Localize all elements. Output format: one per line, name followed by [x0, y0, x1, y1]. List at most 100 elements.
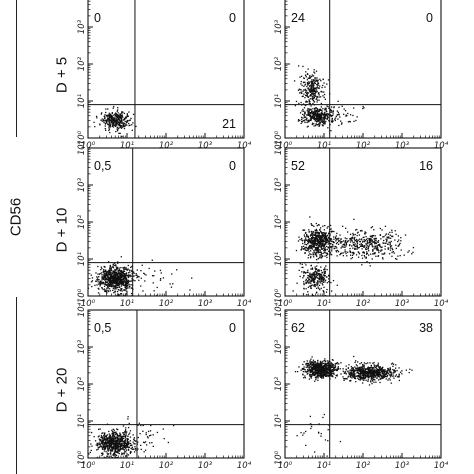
- event-dot: [297, 89, 300, 92]
- event-dot: [116, 436, 119, 439]
- event-dot: [390, 245, 393, 247]
- event-dot: [152, 282, 154, 284]
- event-dot: [326, 372, 328, 375]
- event-dot: [323, 245, 325, 247]
- event-dot: [106, 290, 108, 293]
- event-dot: [352, 252, 354, 254]
- event-dot: [112, 265, 114, 268]
- event-dot: [384, 245, 386, 247]
- event-dot: [318, 287, 320, 290]
- event-dot: [308, 82, 310, 85]
- event-dot: [350, 365, 353, 368]
- event-dot: [314, 242, 316, 245]
- event-dot: [116, 443, 118, 446]
- event-dot: [307, 269, 309, 271]
- event-dot: [132, 434, 134, 436]
- event-dot: [330, 108, 332, 111]
- event-dot: [343, 378, 346, 380]
- event-dot: [320, 231, 322, 233]
- event-dot: [127, 443, 130, 445]
- event-dot: [303, 114, 305, 117]
- event-dot: [306, 277, 309, 279]
- x-tick-label: 10²: [159, 141, 174, 151]
- event-dot: [111, 266, 113, 268]
- event-dot: [380, 249, 382, 251]
- event-dot: [341, 122, 343, 124]
- event-dot: [113, 282, 115, 284]
- event-dot: [354, 243, 356, 245]
- event-dot: [118, 124, 120, 127]
- event-dot: [314, 233, 317, 236]
- event-dot: [321, 282, 323, 285]
- event-dot: [320, 276, 322, 279]
- event-dot: [99, 272, 101, 275]
- event-dot: [297, 240, 300, 242]
- event-dot: [365, 257, 367, 259]
- event-dot: [116, 450, 118, 452]
- event-dot: [91, 285, 93, 288]
- event-dot: [96, 277, 99, 279]
- event-dot: [101, 279, 103, 281]
- event-dot: [305, 246, 308, 248]
- event-dot: [367, 366, 369, 368]
- event-dot: [324, 364, 326, 366]
- event-dot: [357, 367, 360, 369]
- event-dot: [128, 446, 131, 448]
- event-dot: [323, 370, 325, 372]
- event-dot: [123, 435, 125, 438]
- event-dot: [115, 282, 117, 285]
- event-dot: [327, 241, 329, 243]
- event-dot: [114, 277, 116, 280]
- event-dot: [356, 234, 358, 237]
- event-dot: [303, 287, 305, 289]
- event-dot: [323, 241, 325, 243]
- event-dot: [112, 120, 114, 122]
- event-dot: [312, 240, 314, 243]
- event-dot: [383, 253, 386, 255]
- event-dot: [311, 86, 313, 89]
- quadrant-percent-upper-right: 0: [426, 11, 433, 25]
- event-dot: [115, 280, 118, 282]
- event-dot: [121, 448, 123, 450]
- event-dot: [106, 452, 108, 454]
- event-dot: [316, 97, 318, 99]
- event-dot: [376, 248, 378, 250]
- event-dot: [324, 109, 326, 111]
- event-dot: [311, 234, 313, 236]
- x-tick-label: 10⁴: [237, 461, 252, 471]
- event-dot: [317, 272, 319, 275]
- event-dot: [115, 442, 118, 444]
- event-dot: [125, 431, 127, 434]
- event-dot: [103, 115, 105, 117]
- event-dot: [327, 113, 329, 115]
- event-dot: [324, 243, 326, 245]
- event-dot: [411, 369, 413, 371]
- event-dot: [332, 279, 335, 282]
- event-dot: [325, 238, 327, 241]
- event-dot: [123, 274, 125, 276]
- event-dot: [307, 369, 309, 372]
- event-dot: [314, 87, 316, 90]
- event-dot: [330, 228, 332, 230]
- event-dot: [340, 123, 343, 125]
- event-dot: [370, 381, 372, 383]
- event-dot: [311, 96, 314, 98]
- event-dot: [311, 363, 314, 366]
- y-tick-label: 10⁰: [274, 130, 284, 145]
- event-dot: [126, 446, 128, 448]
- event-dot: [319, 375, 322, 377]
- event-dot: [107, 441, 109, 443]
- event-dot: [109, 290, 112, 292]
- event-dot: [317, 87, 319, 89]
- event-dot: [110, 120, 112, 123]
- event-dot: [387, 233, 390, 235]
- event-dot: [331, 246, 333, 248]
- event-dot: [121, 116, 123, 119]
- event-dot: [324, 111, 326, 114]
- event-dot: [312, 89, 314, 92]
- event-dot: [322, 114, 324, 116]
- event-dot: [110, 121, 113, 123]
- event-dot: [122, 281, 124, 283]
- event-dot: [127, 426, 130, 429]
- event-dot: [300, 80, 302, 83]
